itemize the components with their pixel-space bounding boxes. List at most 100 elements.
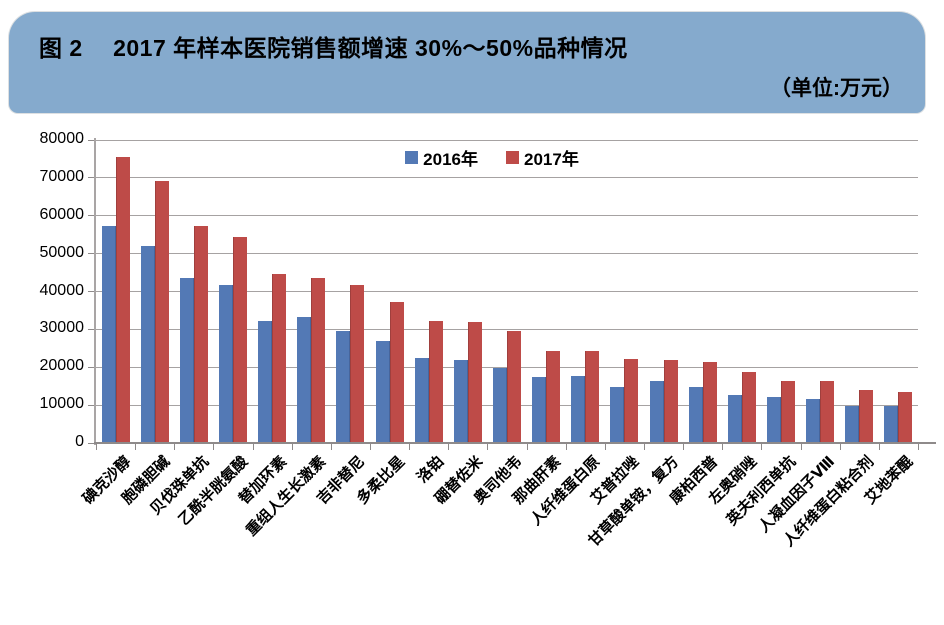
bar-2017年-奥司他韦 bbox=[506, 331, 521, 443]
gridline bbox=[96, 139, 918, 141]
bar-group-14 bbox=[605, 140, 644, 443]
bar-group-21 bbox=[879, 140, 918, 443]
bar-2016年-替加环素 bbox=[258, 321, 273, 443]
bar-2016年-贝伐珠单抗 bbox=[179, 277, 194, 443]
gridline bbox=[96, 177, 918, 179]
x-axis-tick bbox=[761, 444, 763, 450]
chart-header-banner: 图 2 2017 年样本医院销售额增速 30%～50%品种情况 （单位:万元） bbox=[9, 12, 925, 113]
x-axis-tick bbox=[252, 444, 254, 450]
y-axis-tick-label: 30000 bbox=[39, 319, 85, 337]
bar-2017年-多柔比星 bbox=[389, 301, 404, 443]
bar-group-4 bbox=[213, 140, 252, 443]
x-axis-line bbox=[94, 442, 936, 444]
x-axis-tick bbox=[565, 444, 567, 450]
x-axis-tick bbox=[213, 444, 215, 450]
y-axis-tick bbox=[88, 177, 94, 179]
bar-2016年-人凝血因子Ⅷ bbox=[806, 398, 821, 443]
y-axis-tick-label: 80000 bbox=[39, 130, 85, 148]
bar-2016年-洛铂 bbox=[414, 358, 429, 443]
bar-group-16 bbox=[683, 140, 722, 443]
bar-2017年-吉非替尼 bbox=[350, 284, 365, 443]
bar-group-2 bbox=[135, 140, 174, 443]
bar-2017年-艾普拉唑 bbox=[624, 358, 639, 443]
legend-label-2017: 2017年 bbox=[524, 150, 579, 169]
y-axis-tick-label: 60000 bbox=[39, 205, 85, 223]
y-axis-tick bbox=[88, 215, 94, 217]
bar-2016年-甘草酸单铵，复方 bbox=[649, 380, 664, 443]
x-axis-tick bbox=[604, 444, 606, 450]
bar-group-3 bbox=[174, 140, 213, 443]
bar-2016年-英夫利西单抗 bbox=[766, 397, 781, 443]
bar-2017年-英夫利西单抗 bbox=[780, 380, 795, 443]
bar-2016年-艾地苯醌 bbox=[884, 405, 899, 443]
y-axis-tick bbox=[88, 404, 94, 406]
x-axis-tick bbox=[878, 444, 880, 450]
bar-2017年-康柏西普 bbox=[702, 361, 717, 443]
bar-group-19 bbox=[801, 140, 840, 443]
y-axis-tick bbox=[88, 328, 94, 330]
y-axis-tick bbox=[88, 442, 94, 444]
chart-title: 图 2 2017 年样本医院销售额增速 30%～50%品种情况 bbox=[39, 35, 628, 61]
bar-group-1 bbox=[96, 140, 135, 443]
bar-group-15 bbox=[644, 140, 683, 443]
bar-2017年-乙酰半胱氨酸 bbox=[232, 236, 247, 443]
legend-swatch-2016 bbox=[405, 151, 419, 164]
bar-group-11 bbox=[487, 140, 526, 443]
x-axis-tick bbox=[644, 444, 645, 450]
y-axis-tick bbox=[88, 291, 94, 292]
bar-2016年-重组人生长激素 bbox=[297, 316, 312, 443]
bar-2017年-重组人生长激素 bbox=[311, 278, 326, 443]
x-axis-tick bbox=[174, 444, 176, 450]
y-axis-tick-label: 20000 bbox=[39, 357, 85, 375]
bar-group-5 bbox=[253, 140, 292, 443]
legend-item-2017: 2017年 bbox=[506, 145, 579, 170]
bar-group-13 bbox=[566, 140, 605, 443]
bar-group-9 bbox=[409, 140, 448, 443]
y-axis-tick-label: 40000 bbox=[39, 281, 85, 299]
bar-2016年-那曲肝素 bbox=[532, 376, 547, 443]
bar-2016年-碘克沙醇 bbox=[101, 225, 116, 443]
bar-group-6 bbox=[292, 140, 331, 443]
bar-2016年-胞磷胆碱 bbox=[140, 246, 155, 443]
bar-2017年-碘克沙醇 bbox=[115, 156, 130, 443]
y-axis-line bbox=[94, 138, 96, 445]
bar-2016年-吉非替尼 bbox=[336, 330, 351, 443]
bar-group-17 bbox=[722, 140, 761, 443]
y-axis-tick-label: 10000 bbox=[39, 395, 85, 413]
x-axis-tick bbox=[291, 444, 293, 450]
y-axis-tick bbox=[88, 366, 94, 368]
x-axis-tick bbox=[526, 444, 528, 450]
bar-2017年-左奥硝唑 bbox=[741, 371, 756, 443]
bar-group-10 bbox=[448, 140, 487, 443]
x-axis-tick bbox=[918, 444, 919, 450]
bar-2017年-贝伐珠单抗 bbox=[193, 225, 208, 443]
gridline bbox=[96, 291, 918, 292]
x-axis-tick bbox=[487, 444, 489, 450]
bar-2017年-替加环素 bbox=[272, 273, 287, 443]
gridline bbox=[96, 328, 918, 330]
bar-2017年-硼替佐米 bbox=[467, 322, 482, 443]
bar-group-18 bbox=[761, 140, 800, 443]
bar-2016年-硼替佐米 bbox=[453, 359, 468, 443]
x-axis-tick bbox=[330, 444, 332, 450]
x-axis-tick bbox=[135, 444, 137, 450]
x-axis-tick bbox=[839, 444, 841, 450]
bar-2016年-康柏西普 bbox=[688, 386, 703, 443]
gridline bbox=[96, 253, 918, 255]
y-axis-tick-label: 70000 bbox=[39, 167, 85, 185]
bar-2017年-人纤维蛋白粘合剂 bbox=[859, 389, 874, 443]
bar-2017年-人纤维蛋白原 bbox=[585, 350, 600, 443]
bar-group-12 bbox=[527, 140, 566, 443]
chart-unit-label: （单位:万元） bbox=[770, 77, 903, 100]
bar-2017年-胞磷胆碱 bbox=[154, 180, 169, 443]
bar-2016年-乙酰半胱氨酸 bbox=[218, 284, 233, 443]
bar-2016年-左奥硝唑 bbox=[727, 394, 742, 443]
x-axis-tick bbox=[370, 444, 371, 450]
bar-group-8 bbox=[370, 140, 409, 443]
bar-2016年-人纤维蛋白原 bbox=[571, 375, 586, 443]
bar-2017年-人凝血因子Ⅷ bbox=[820, 381, 835, 443]
x-axis-tick bbox=[800, 444, 802, 450]
x-axis-tick bbox=[96, 444, 97, 450]
bar-2016年-多柔比星 bbox=[375, 341, 390, 443]
